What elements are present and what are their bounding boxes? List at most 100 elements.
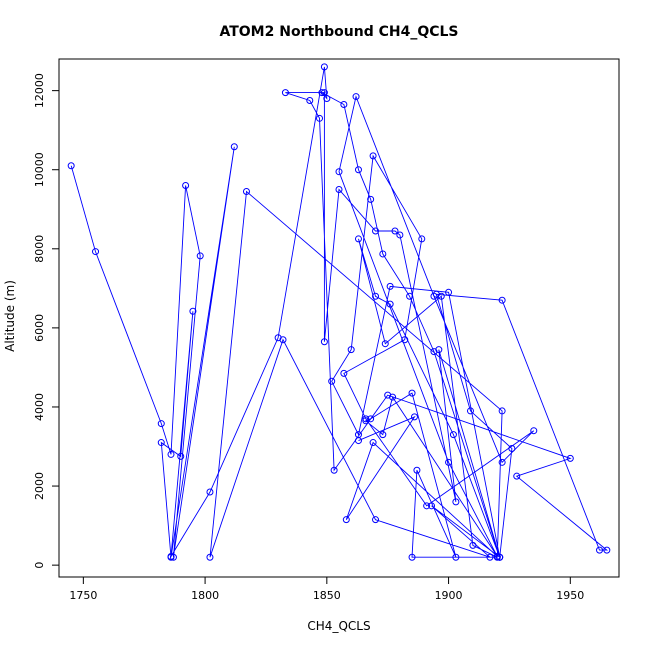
y-tick-label: 12000 bbox=[33, 73, 46, 108]
data-point bbox=[369, 439, 377, 447]
data-point bbox=[206, 553, 214, 561]
y-axis-label: Altitude (m) bbox=[3, 280, 17, 352]
data-point bbox=[513, 472, 521, 480]
data-point bbox=[498, 458, 506, 466]
data-point bbox=[381, 340, 389, 348]
data-point bbox=[498, 296, 506, 304]
chart-title: ATOM2 Northbound CH4_QCLS bbox=[219, 24, 458, 40]
data-point bbox=[603, 546, 611, 554]
data-point bbox=[323, 95, 331, 103]
data-point bbox=[408, 389, 416, 397]
data-point bbox=[242, 187, 250, 195]
data-point bbox=[206, 488, 214, 496]
data-point bbox=[367, 195, 375, 203]
data-point bbox=[281, 89, 289, 97]
data-point bbox=[330, 466, 338, 474]
data-point bbox=[391, 227, 399, 235]
x-tick-label: 1950 bbox=[556, 589, 584, 602]
y-axis: 0 2000 4000 6000 8000 10000 12000 bbox=[33, 73, 60, 569]
data-point bbox=[354, 166, 362, 174]
data-point bbox=[335, 185, 343, 193]
data-point bbox=[328, 377, 336, 385]
y-tick-label: 4000 bbox=[33, 393, 46, 421]
data-point bbox=[320, 338, 328, 346]
data-point bbox=[320, 89, 328, 97]
series-layer bbox=[67, 63, 611, 561]
data-point bbox=[486, 553, 494, 561]
x-tick-label: 1750 bbox=[69, 589, 97, 602]
data-point bbox=[498, 407, 506, 415]
data-point bbox=[167, 450, 175, 458]
data-point bbox=[347, 346, 355, 354]
data-point bbox=[401, 336, 409, 344]
y-tick-label: 10000 bbox=[33, 152, 46, 187]
data-point bbox=[379, 431, 387, 439]
data-point bbox=[437, 292, 445, 300]
data-point bbox=[182, 182, 190, 190]
data-point bbox=[530, 427, 538, 435]
data-point bbox=[157, 420, 165, 428]
data-point bbox=[372, 227, 380, 235]
data-point bbox=[379, 250, 387, 258]
x-tick-label: 1850 bbox=[313, 589, 341, 602]
data-point bbox=[354, 437, 362, 445]
x-tick-label: 1800 bbox=[191, 589, 219, 602]
x-axis-label: CH4_QCLS bbox=[307, 619, 370, 633]
data-point bbox=[428, 502, 436, 510]
data-point bbox=[335, 168, 343, 176]
data-point bbox=[189, 307, 197, 315]
data-point bbox=[157, 439, 165, 447]
data-point bbox=[596, 546, 604, 554]
y-tick-label: 8000 bbox=[33, 235, 46, 263]
y-tick-label: 2000 bbox=[33, 472, 46, 500]
data-point bbox=[445, 458, 453, 466]
data-point bbox=[435, 346, 443, 354]
data-point bbox=[340, 369, 348, 377]
data-point bbox=[354, 235, 362, 243]
data-point bbox=[408, 553, 416, 561]
data-point bbox=[67, 162, 75, 170]
series-line bbox=[70, 66, 609, 559]
data-point bbox=[369, 152, 377, 160]
data-point bbox=[449, 431, 457, 439]
data-point bbox=[508, 444, 516, 452]
data-point bbox=[167, 552, 175, 560]
data-point bbox=[493, 552, 501, 560]
data-point bbox=[320, 63, 328, 71]
data-point bbox=[177, 452, 185, 460]
data-point bbox=[318, 89, 326, 97]
data-point bbox=[445, 288, 453, 296]
data-point bbox=[386, 300, 394, 308]
data-point bbox=[316, 114, 324, 122]
y-tick-label: 0 bbox=[33, 562, 46, 569]
data-point bbox=[430, 292, 438, 300]
x-tick-label: 1900 bbox=[435, 589, 463, 602]
data-point bbox=[230, 143, 238, 151]
data-point bbox=[410, 413, 418, 421]
data-point bbox=[389, 393, 397, 401]
data-point bbox=[406, 292, 414, 300]
data-point bbox=[92, 248, 100, 256]
data-point bbox=[452, 498, 460, 506]
data-point bbox=[386, 282, 394, 290]
y-tick-label: 6000 bbox=[33, 314, 46, 342]
data-point bbox=[566, 454, 574, 462]
data-point bbox=[367, 415, 375, 423]
data-point bbox=[418, 235, 426, 243]
data-point bbox=[196, 252, 204, 260]
data-point bbox=[466, 407, 474, 415]
data-point bbox=[352, 93, 360, 101]
data-point bbox=[279, 336, 287, 344]
data-point bbox=[306, 97, 314, 105]
data-point bbox=[469, 541, 477, 549]
data-point bbox=[340, 100, 348, 108]
data-point bbox=[342, 516, 350, 524]
data-point bbox=[452, 553, 460, 561]
data-point bbox=[423, 502, 431, 510]
data-point bbox=[362, 415, 370, 423]
data-point bbox=[413, 466, 421, 474]
data-point bbox=[372, 516, 380, 524]
